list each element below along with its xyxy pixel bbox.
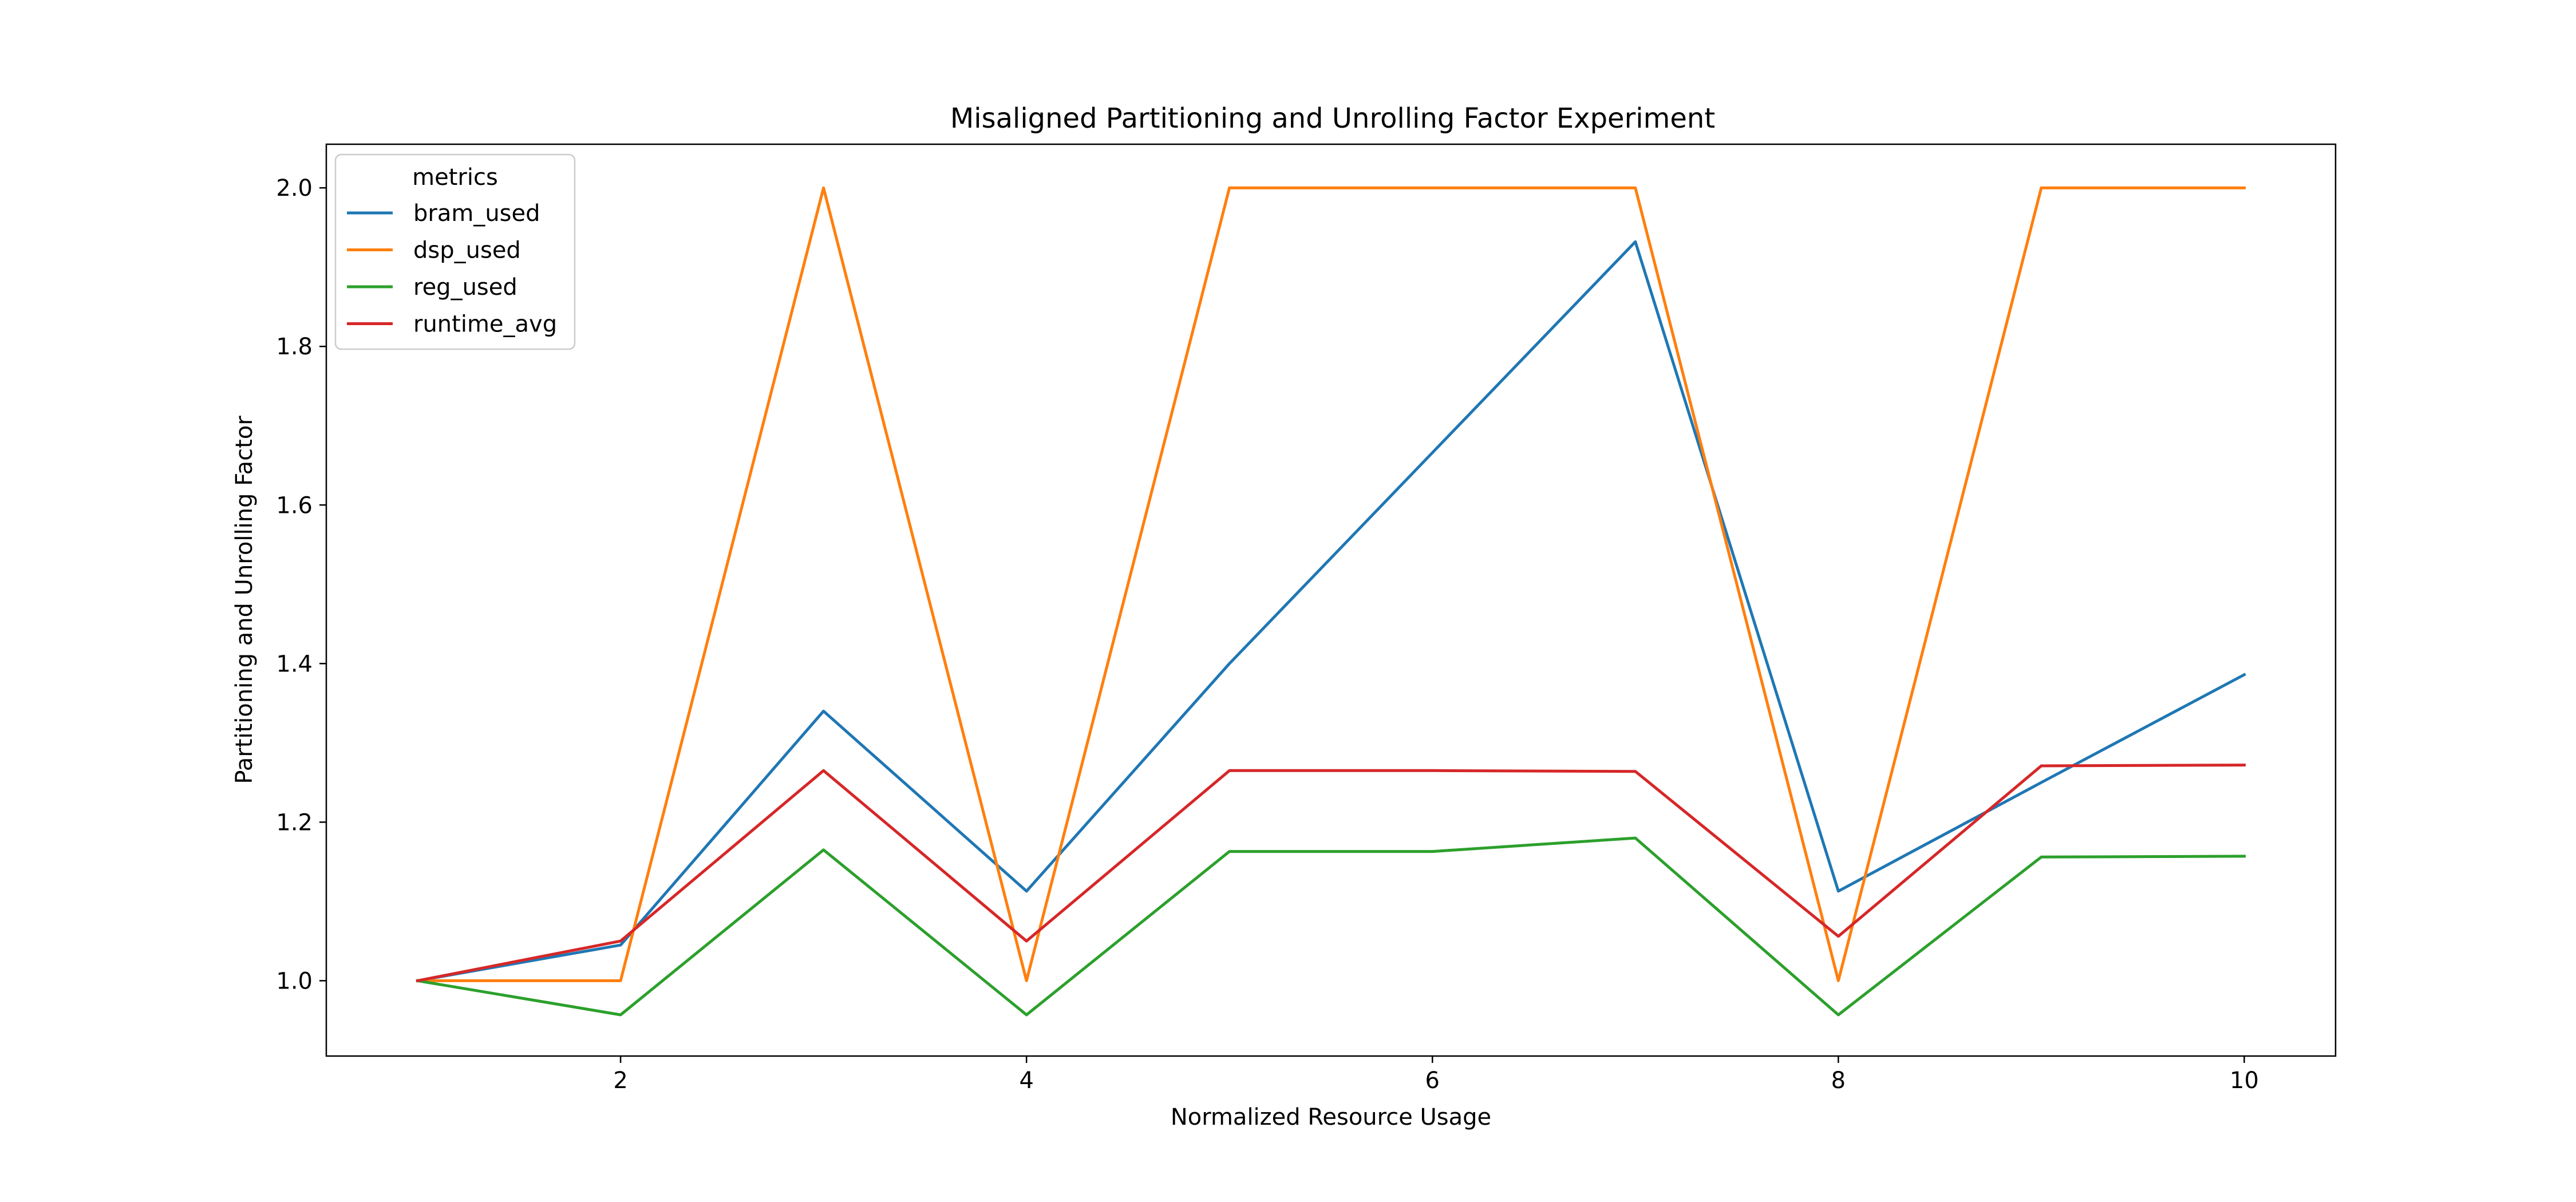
y-tick-label: 2.0 bbox=[276, 175, 313, 201]
y-tick-label: 1.0 bbox=[276, 968, 313, 994]
legend-label-reg-used: reg_used bbox=[413, 274, 517, 300]
x-tick-label: 10 bbox=[2230, 1067, 2259, 1094]
legend-title: metrics bbox=[412, 164, 498, 191]
plot-area bbox=[325, 143, 2337, 1057]
series-line-bram-used bbox=[416, 240, 2246, 983]
x-axis: 2 4 6 8 10 bbox=[613, 1056, 2259, 1094]
legend: metrics bram_used dsp_used reg_usedruntime… bbox=[334, 153, 576, 350]
x-axis-label: Normalized Resource Usage bbox=[1171, 1104, 1491, 1130]
x-tick-label: 8 bbox=[1831, 1067, 1846, 1094]
legend-box bbox=[334, 153, 576, 350]
legend-label-runtime-avg: runtime_avg bbox=[413, 311, 557, 338]
plot-frame bbox=[325, 143, 2337, 1057]
series-line-reg-used bbox=[416, 836, 2246, 1017]
x-tick-label: 4 bbox=[1019, 1067, 1033, 1094]
x-tick-label: 2 bbox=[613, 1067, 627, 1094]
series-line-runtime-avg bbox=[416, 764, 2246, 983]
y-tick-label: 1.2 bbox=[276, 809, 313, 836]
x-tick-label: 6 bbox=[1425, 1067, 1440, 1094]
legend-entries: bram_used dsp_used reg_used runtime_avg bbox=[347, 200, 557, 338]
y-axis-label: Partitioning and Unrolling Factor bbox=[231, 416, 258, 784]
y-tick-label: 1.4 bbox=[276, 651, 313, 677]
y-tick-label: 1.6 bbox=[276, 492, 313, 519]
chart-title: Misaligned Partitioning and Unrolling Fa… bbox=[950, 102, 1715, 135]
series-layer bbox=[416, 186, 2246, 1017]
y-axis: 1.0 1.2 1.4 1.6 1.8 2.0 bbox=[276, 175, 326, 994]
legend-label-dsp-used: dsp_used bbox=[413, 238, 521, 264]
y-tick-label: 1.8 bbox=[276, 334, 313, 360]
legend-label-bram-used: bram_used bbox=[413, 200, 540, 227]
series-line-dsp-used bbox=[416, 186, 2246, 982]
